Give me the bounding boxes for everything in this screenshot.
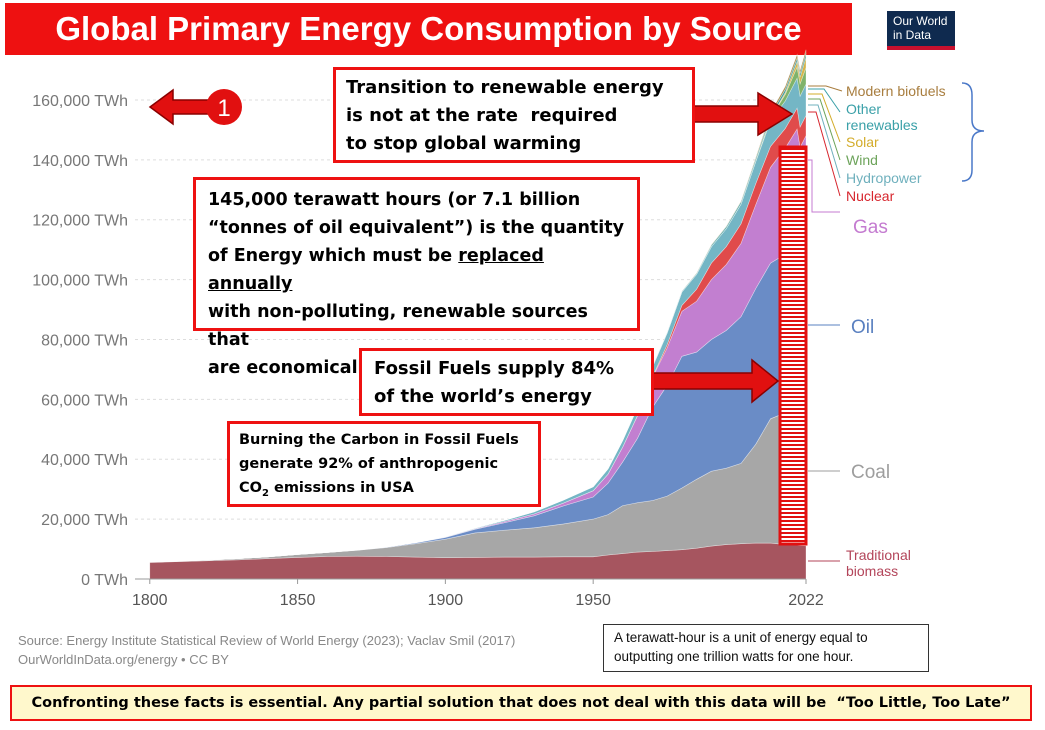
marker-1: 1 xyxy=(217,95,230,122)
legend-modern-biofuels: Modern biofuels xyxy=(846,83,946,99)
legend-wind: Wind xyxy=(846,152,878,168)
legend-traditional-2: biomass xyxy=(846,563,898,579)
legend-coal: Coal xyxy=(851,462,890,483)
burning-line-1: Burning the Carbon in Fossil Fuels xyxy=(239,432,519,448)
transition-line-3: to stop global warming xyxy=(346,133,582,154)
connector-wind xyxy=(808,98,841,161)
connector-nuclear xyxy=(808,111,841,197)
fossil-line-1: Fossil Fuels supply 84% xyxy=(374,358,615,379)
fossil-callout: Fossil Fuels supply 84% of the world’s e… xyxy=(359,348,654,416)
x-tick-label: 2022 xyxy=(788,592,824,609)
replacement-line-3-underlined: replaced annually xyxy=(208,246,544,294)
connector-other xyxy=(808,88,841,113)
legend-gas: Gas xyxy=(853,217,888,238)
arrow-1 xyxy=(148,88,213,126)
x-tick-label: 1800 xyxy=(132,592,168,609)
connector-hydro xyxy=(808,104,841,179)
page-title: Global Primary Energy Consumption by Sou… xyxy=(5,3,852,55)
replacement-line-3-pre: of Energy which must be xyxy=(208,246,459,266)
terawatt-note-line-2: outputting one trillion watts for one ho… xyxy=(614,649,854,664)
y-axis-ticks: 0 TWh 20,000 TWh 40,000 TWh 60,000 TWh 80,00… xyxy=(32,93,128,589)
transition-callout: Transition to renewable energy is not at… xyxy=(333,67,695,163)
replacement-callout: 145,000 terawatt hours (or 7.1 billion “… xyxy=(193,177,640,378)
replacement-line-1: 145,000 terawatt hours (or 7.1 billion xyxy=(208,190,581,210)
y-tick-label: 160,000 TWh xyxy=(32,93,128,110)
transition-line-2: is not at the rate required xyxy=(346,105,618,126)
logo-line-2: in Data xyxy=(893,28,932,42)
y-tick-label: 0 TWh xyxy=(81,572,128,589)
legend-traditional-1: Traditional xyxy=(846,547,911,563)
footer-text: Confronting these facts is essential. An… xyxy=(31,695,1011,711)
burning-rest: emissions in USA xyxy=(268,480,414,496)
owid-logo[interactable]: Our World in Data xyxy=(887,11,955,50)
burning-co: CO xyxy=(239,480,262,496)
replacement-bar xyxy=(778,145,808,546)
y-tick-label: 120,000 TWh xyxy=(32,213,128,230)
terawatt-note-line-1: A terawatt-hour is a unit of energy equa… xyxy=(614,630,868,645)
source-line-2[interactable]: OurWorldInData.org/energy • CC BY xyxy=(18,652,229,667)
source-line-1: Source: Energy Institute Statistical Rev… xyxy=(18,633,516,648)
replacement-line-3: of Energy which must be replaced annuall… xyxy=(208,242,625,298)
y-tick-label: 40,000 TWh xyxy=(41,452,128,469)
x-tick-label: 1950 xyxy=(575,592,611,609)
area-series xyxy=(149,49,807,580)
replacement-line-4: with non-polluting, renewable sources th… xyxy=(208,302,588,350)
connector-modern-biofuels xyxy=(808,85,843,92)
legend-nuclear: Nuclear xyxy=(846,188,895,204)
legend-other-2: renewables xyxy=(846,117,918,133)
terawatt-note: A terawatt-hour is a unit of energy equa… xyxy=(603,624,929,672)
legend-solar: Solar xyxy=(846,134,879,150)
logo-line-1: Our World xyxy=(893,14,948,28)
burning-line-2: generate 92% of anthropogenic xyxy=(239,456,499,472)
footer-banner: Confronting these facts is essential. An… xyxy=(10,685,1032,721)
connector-gas xyxy=(808,159,840,213)
legend-hydropower: Hydropower xyxy=(846,170,922,186)
fossil-line-2: of the world’s energy xyxy=(374,386,592,407)
transition-line-1: Transition to renewable energy xyxy=(346,77,664,98)
burning-line-3: CO2 emissions in USA xyxy=(239,476,529,506)
x-tick-label: 1900 xyxy=(428,592,464,609)
marker-1-circle xyxy=(206,89,242,125)
y-tick-label: 20,000 TWh xyxy=(41,512,128,529)
legend-connector-lines xyxy=(808,85,843,562)
area-modern-biofuels xyxy=(149,49,807,563)
y-tick-label: 80,000 TWh xyxy=(41,332,128,349)
y-tick-label: 100,000 TWh xyxy=(32,273,128,290)
x-axis-ticks: 1800 1850 1900 1950 2022 xyxy=(132,578,824,609)
legend-other-1: Other xyxy=(846,101,881,117)
y-tick-label: 140,000 TWh xyxy=(32,153,128,170)
burning-co-subscript: 2 xyxy=(261,487,269,499)
y-tick-label: 60,000 TWh xyxy=(41,392,128,409)
legend-bracket xyxy=(961,82,985,182)
burning-callout: Burning the Carbon in Fossil Fuels gener… xyxy=(227,421,541,507)
x-tick-label: 1850 xyxy=(280,592,316,609)
legend-oil: Oil xyxy=(851,317,874,338)
replacement-line-2: “tonnes of oil equivalent”) is the quant… xyxy=(208,218,625,238)
connector-solar xyxy=(808,93,841,143)
